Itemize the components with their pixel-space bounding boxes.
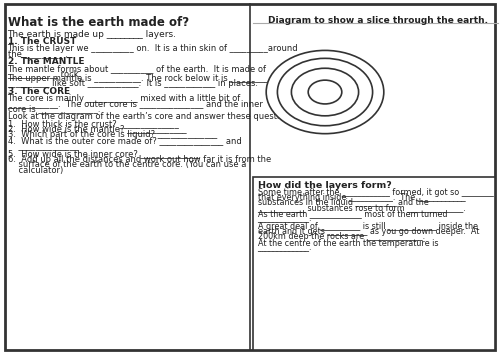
Text: As the earth _____________ most of them turned: As the earth _____________ most of them … [258,210,447,218]
Text: __________ like soft ____________.  It is ____________ in places.: __________ like soft ____________. It is… [8,79,258,88]
Text: A great deal of __________ is still ____________ inside the: A great deal of __________ is still ____… [258,222,478,231]
Text: 2.  How wide is the mantle? ______________: 2. How wide is the mantle? _____________… [8,125,186,133]
Text: ______________: ______________ [8,142,78,150]
Text: core is ______________.: core is ______________. [8,104,100,113]
Text: 6.  Add up all the distances and work out how far it is from the: 6. Add up all the distances and work out… [8,155,271,164]
Bar [252,177,495,350]
Text: _____________.: _____________. [258,244,312,252]
Circle shape [278,58,372,126]
Circle shape [266,50,384,134]
Text: ____________ substances rose to form ______________.: ____________ substances rose to form ___… [258,203,466,212]
Text: 1. The CRUST: 1. The CRUST [8,37,76,46]
Text: 1.  How thick is the crust? ______________: 1. How thick is the crust? _____________… [8,119,178,128]
Text: ____________ rock.: ____________ rock. [8,69,82,78]
Text: 4.  What is the outer core made of? _______________ and: 4. What is the outer core made of? _____… [8,136,241,145]
Text: This is the layer we __________ on.  It is a thin skin of _________around: This is the layer we __________ on. It i… [8,44,298,53]
Text: 3. The CORE: 3. The CORE [8,87,70,96]
Text: The upper mantle is ___________. The rock below it is __________ and: The upper mantle is ___________. The roc… [8,74,292,83]
Text: surface of the earth to the centre core. (You can use a: surface of the earth to the centre core.… [8,160,246,169]
Text: 200km deep the rocks are ______________.: 200km deep the rocks are ______________. [258,232,424,241]
Text: 2. The MANTLE: 2. The MANTLE [8,57,84,66]
Circle shape [292,68,358,116]
Text: 3.  Which part of the core is liquid? ______________: 3. Which part of the core is liquid? ___… [8,130,217,139]
Text: Look at the diagram of the earth’s core and answer these questions.: Look at the diagram of the earth’s core … [8,112,296,121]
Text: Diagram to show a slice through the earth.: Diagram to show a slice through the eart… [268,16,488,25]
Text: The mantle forms about __________ of the earth.  It is made of: The mantle forms about __________ of the… [8,64,266,73]
Text: What is the earth made of?: What is the earth made of? [8,16,188,29]
Text: 5.  How wide is the inner core? ______________: 5. How wide is the inner core? _________… [8,149,200,158]
Text: The core is mainly ____________ mixed with a little bit of: The core is mainly ____________ mixed wi… [8,94,241,103]
Text: calculator): calculator) [8,166,63,175]
Text: Some time after the ____________ formed, it got so ________: Some time after the ____________ formed,… [258,188,493,197]
Circle shape [308,80,342,104]
Text: earth and it gets __________ as you go down deeper.  At: earth and it gets __________ as you go d… [258,227,479,236]
Text: that everything inside ___________.  The ____________: that everything inside ___________. The … [258,193,465,202]
Text: substances in the liquid __________ and the: substances in the liquid __________ and … [258,198,428,207]
Text: The earth is made up ________ layers.: The earth is made up ________ layers. [8,30,176,39]
Text: At the centre of the earth the temperature is: At the centre of the earth the temperatu… [258,239,438,247]
Text: _____________.: _____________. [258,215,312,223]
Text: the _________ .: the _________ . [8,50,68,58]
Text: ____________.  The outer core is _______________ and the inner: ____________. The outer core is ________… [8,99,264,108]
Text: How did the layers form?: How did the layers form? [258,181,391,190]
